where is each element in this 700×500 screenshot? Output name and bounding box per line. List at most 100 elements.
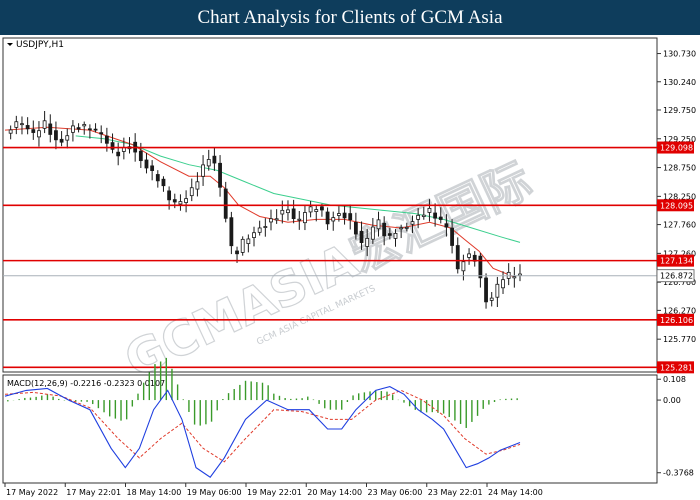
candle-body	[387, 233, 392, 236]
candle-body	[206, 159, 211, 167]
candle-body	[263, 226, 268, 228]
candle-body	[438, 216, 443, 220]
candle-body	[393, 232, 398, 239]
candle-body	[20, 123, 24, 126]
candle-body	[138, 150, 143, 162]
candle-body	[297, 218, 302, 221]
candle-body	[240, 238, 245, 253]
candle-body	[76, 127, 81, 130]
candle-body	[495, 283, 500, 298]
time-tick-label: 23 May 22:01	[428, 488, 483, 497]
time-tick-label: 20 May 14:00	[307, 488, 362, 497]
candle-body	[195, 181, 200, 190]
candle-body	[291, 208, 296, 220]
candle-body	[303, 212, 307, 224]
candle-body	[427, 207, 432, 213]
candle-body	[399, 227, 404, 230]
candle-body	[370, 226, 375, 240]
time-tick-label: 17 May 2022	[6, 488, 58, 497]
candle-body	[82, 124, 87, 127]
candle-body	[155, 174, 160, 182]
macd-tick-label: 0.00	[663, 396, 681, 405]
candle-body	[269, 218, 273, 223]
price-axis: 130.730 130.240 129.750 129.250 128.750 128.2…	[657, 50, 696, 344]
candle-body	[246, 238, 251, 244]
time-tick-label: 24 May 14:00	[488, 488, 543, 497]
macd-axis: 0.108 0.00 -0.3768	[657, 375, 694, 478]
price-tick-label: 127.760	[663, 221, 696, 230]
candle-body	[161, 178, 166, 187]
candle-body	[42, 120, 47, 129]
price-tick-label: 127.260	[663, 249, 696, 258]
price-level-tag	[657, 361, 694, 374]
dropdown-triangle-icon	[7, 43, 13, 46]
time-axis: 17 May 2022 17 May 22:01 18 May 14:00 19 Ma…	[4, 483, 543, 497]
price-tick-label: 128.250	[663, 192, 696, 201]
moving-average-fast-line	[4, 126, 515, 278]
macd-histogram	[7, 357, 518, 428]
candle-body	[99, 132, 104, 135]
current-price-marker: 126.872	[3, 269, 695, 283]
candle-body	[455, 245, 460, 270]
moving-average-slow-line	[75, 135, 521, 243]
candle-body	[184, 198, 188, 203]
price-level-label: 126.106	[660, 316, 693, 325]
candle-body	[348, 213, 353, 221]
candle-body	[150, 165, 155, 171]
macd-signal-line	[4, 389, 521, 463]
candle-body	[218, 162, 222, 188]
candle-body	[376, 219, 381, 230]
candle-body	[71, 125, 75, 133]
candle-body	[257, 227, 262, 233]
candle-body	[337, 213, 341, 216]
candle-body	[201, 164, 205, 177]
time-tick-label: 18 May 14:00	[127, 488, 182, 497]
candle-body	[59, 138, 64, 143]
candle-body	[104, 135, 109, 144]
price-tick-label: 126.270	[663, 306, 696, 315]
price-tick-label: 129.250	[663, 135, 696, 144]
candle-body	[144, 159, 149, 169]
symbol-label: USDJPY,H1	[7, 40, 64, 50]
candle-body	[286, 209, 290, 214]
candle-body	[252, 232, 256, 238]
candle-body	[274, 218, 279, 221]
symbol-timeframe-text: USDJPY,H1	[16, 40, 64, 50]
candle-body	[478, 255, 483, 279]
candle-body	[404, 226, 409, 229]
macd-title: MACD(12,26,9) -0.2216 -0.2323 0.0107	[7, 379, 165, 388]
time-tick-label: 23 May 06:00	[368, 488, 423, 497]
candle-body	[512, 276, 517, 279]
candle-body	[229, 217, 234, 247]
candle-body	[365, 237, 370, 247]
candle-body	[444, 223, 449, 228]
candle-body	[314, 209, 319, 212]
chart-canvas: GCMASIA宏汇国际 GCM ASIA CAPITAL MARKETS 130…	[2, 37, 696, 497]
current-price-label: 126.872	[660, 272, 693, 281]
candle-body	[178, 201, 183, 205]
candle-body	[353, 222, 358, 235]
candle-body	[410, 221, 415, 225]
candle-body	[280, 209, 285, 215]
candle-body	[320, 206, 324, 211]
price-tick-label: 126.760	[663, 278, 696, 287]
candle-body	[467, 253, 471, 258]
candle-body	[25, 125, 30, 130]
candle-body	[14, 121, 19, 128]
candle-body	[167, 190, 172, 201]
candle-body	[37, 130, 41, 138]
candle-body	[54, 130, 58, 141]
price-tick-label: 130.730	[663, 50, 696, 59]
time-tick-label: 17 May 22:01	[66, 488, 121, 497]
price-tick-label: 125.770	[663, 335, 696, 344]
macd-panel	[2, 374, 658, 484]
candlesticks	[8, 110, 522, 309]
candle-body	[87, 128, 92, 131]
candle-body	[31, 129, 36, 133]
macd-main-line	[4, 386, 521, 478]
candle-body	[501, 279, 505, 289]
current-price-tag	[656, 269, 695, 283]
candle-body	[110, 142, 115, 150]
price-level-label: 129.098	[660, 144, 693, 153]
time-tick-label: 19 May 06:00	[187, 488, 242, 497]
